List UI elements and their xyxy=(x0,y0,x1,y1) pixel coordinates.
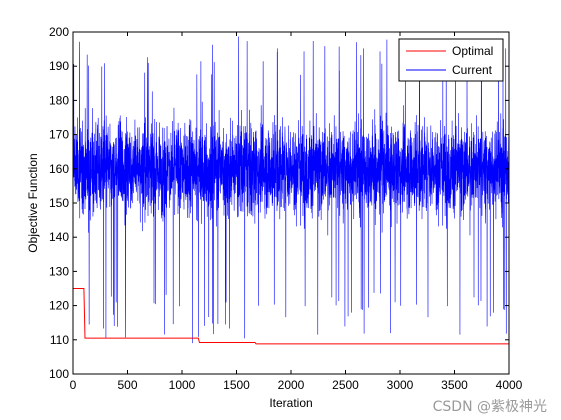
y-axis-label: Objective Function xyxy=(26,153,40,252)
y-tick-label: 200 xyxy=(49,25,69,39)
legend: Optimal Current xyxy=(398,38,504,82)
y-tick-label: 150 xyxy=(49,196,69,210)
x-tick-label: 1500 xyxy=(223,378,250,392)
x-tick-label: 0 xyxy=(70,378,77,392)
x-tick-label: 2000 xyxy=(278,378,305,392)
series-line-current xyxy=(72,36,510,344)
x-tick-label: 3500 xyxy=(441,378,468,392)
y-tick-label: 190 xyxy=(49,59,69,73)
series-layer xyxy=(72,36,510,345)
x-tick-label: 2500 xyxy=(332,378,359,392)
legend-label-optimal: Optimal xyxy=(452,44,493,58)
x-tick-label: 3000 xyxy=(387,378,414,392)
x-tick-label: 1000 xyxy=(169,378,196,392)
ticks-layer: 0 500 1000 1500 2000 2500 3000 3500 4000 100 110 12… xyxy=(49,25,523,392)
y-tick-label: 110 xyxy=(50,333,69,347)
y-tick-label: 170 xyxy=(49,128,69,142)
series-line-optimal xyxy=(73,288,509,345)
plot-area xyxy=(73,32,509,374)
y-tick-label: 130 xyxy=(49,264,69,278)
y-tick-label: 100 xyxy=(49,367,69,381)
x-tick-label: 500 xyxy=(117,378,137,392)
x-axis-label: Iteration xyxy=(269,396,312,410)
y-tick-label: 160 xyxy=(49,162,69,176)
y-tick-label: 140 xyxy=(49,230,69,244)
y-tick-label: 180 xyxy=(49,93,69,107)
watermark: CSDN @紫极神光 xyxy=(432,399,547,415)
x-tick-label: 4000 xyxy=(496,378,523,392)
y-tick-label: 120 xyxy=(49,299,69,313)
legend-box xyxy=(398,38,504,82)
legend-label-current: Current xyxy=(452,63,493,77)
